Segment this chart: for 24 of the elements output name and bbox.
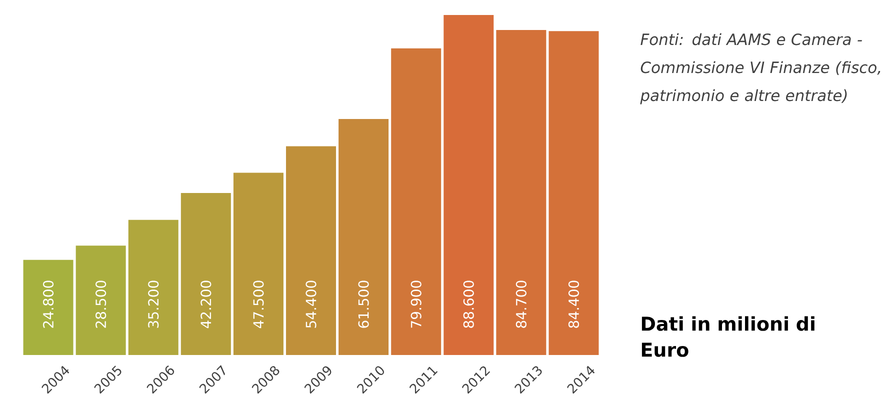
bar [76, 246, 126, 355]
data-label: 47.500 [253, 280, 264, 328]
data-label: 28.500 [96, 280, 106, 328]
data-label: 35.200 [148, 280, 159, 328]
data-label: 61.500 [358, 280, 369, 328]
bar [548, 31, 599, 355]
bar [180, 193, 231, 355]
data-label: 54.400 [306, 280, 316, 328]
data-label: 84.700 [516, 280, 526, 328]
bar [496, 30, 546, 355]
bar [338, 119, 389, 355]
data-label: 84.400 [568, 280, 580, 328]
bar [23, 260, 74, 355]
bar [391, 48, 442, 355]
bar [286, 146, 336, 355]
bar [128, 220, 178, 355]
data-label: 88.600 [463, 280, 474, 328]
bar [444, 15, 494, 355]
data-label: 79.900 [410, 280, 422, 328]
data-label: 24.800 [42, 280, 54, 328]
text: Dati in milioni di Euro [642, 316, 814, 357]
text: Fonti: dati AAMS e Camera - Commissione VI Finanze (fisco, patrimonio e altre entrate) [640, 33, 880, 104]
data-label: 42.200 [200, 280, 212, 328]
bar [233, 172, 284, 355]
